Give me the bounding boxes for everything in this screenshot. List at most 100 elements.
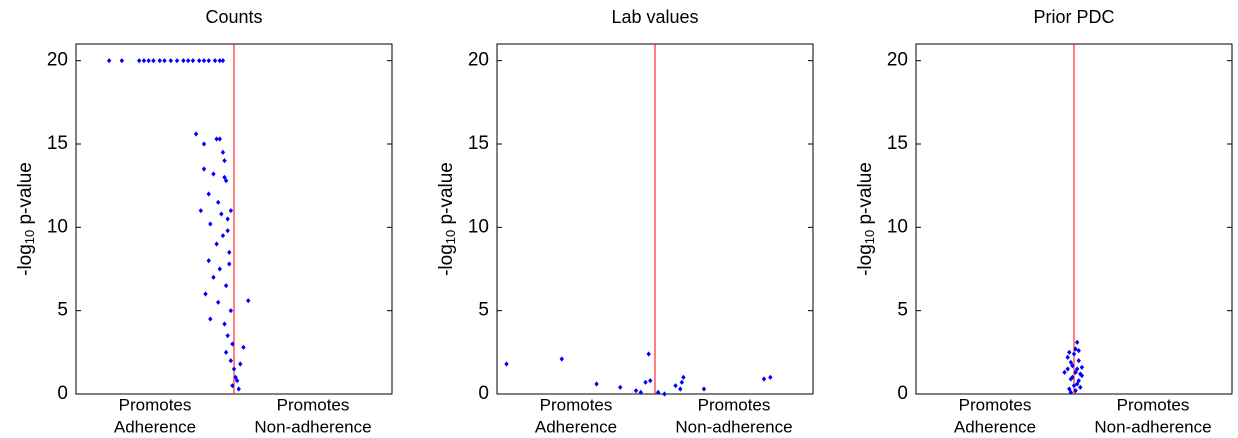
point bbox=[673, 383, 678, 389]
point bbox=[1070, 374, 1075, 380]
y-tick-label: 5 bbox=[57, 300, 68, 321]
point bbox=[1079, 373, 1085, 379]
point bbox=[228, 208, 234, 214]
point bbox=[504, 361, 509, 367]
point bbox=[643, 379, 648, 385]
point bbox=[1062, 369, 1067, 375]
y-label-part: p-value bbox=[855, 162, 876, 230]
point bbox=[768, 374, 773, 380]
x-axis-label: Promotes bbox=[540, 395, 613, 414]
point bbox=[168, 58, 173, 64]
point bbox=[222, 158, 227, 164]
point bbox=[193, 131, 199, 137]
point bbox=[206, 58, 211, 64]
y-tick-label: 15 bbox=[47, 133, 68, 154]
point bbox=[633, 388, 639, 394]
point bbox=[1076, 348, 1081, 354]
y-label-part: p-value bbox=[15, 162, 36, 230]
point bbox=[141, 58, 147, 64]
y-tick-label: 15 bbox=[468, 133, 489, 154]
point bbox=[228, 358, 234, 364]
chart-title: Prior PDC bbox=[1033, 7, 1114, 27]
chart-title: Lab values bbox=[611, 7, 698, 27]
y-tick-label: 15 bbox=[887, 133, 908, 154]
y-tick-label: 10 bbox=[47, 216, 68, 237]
point bbox=[227, 249, 232, 255]
point bbox=[241, 344, 246, 350]
point bbox=[662, 391, 667, 397]
point bbox=[648, 378, 653, 384]
x-axis-label: Promotes bbox=[119, 395, 192, 414]
point bbox=[174, 58, 180, 64]
point bbox=[1074, 381, 1080, 387]
point bbox=[638, 389, 643, 395]
x-axis-label: Adherence bbox=[954, 417, 1036, 436]
point bbox=[1065, 366, 1070, 372]
point bbox=[1068, 389, 1074, 395]
point bbox=[220, 58, 226, 64]
chart-title: Counts bbox=[205, 7, 262, 27]
point bbox=[761, 376, 767, 382]
point bbox=[1078, 384, 1083, 390]
point bbox=[225, 333, 230, 339]
x-axis-label: Promotes bbox=[1117, 395, 1190, 414]
point bbox=[119, 58, 125, 64]
x-axis-label: Promotes bbox=[698, 395, 771, 414]
point bbox=[198, 208, 204, 214]
point bbox=[106, 58, 112, 64]
point bbox=[211, 171, 216, 177]
point bbox=[220, 233, 226, 239]
point bbox=[181, 58, 186, 64]
point bbox=[220, 149, 226, 155]
point bbox=[681, 374, 686, 380]
x-axis-label: Non-adherence bbox=[675, 417, 792, 436]
point bbox=[201, 58, 207, 64]
point bbox=[228, 308, 234, 314]
y-tick-label: 0 bbox=[57, 383, 68, 404]
point bbox=[223, 283, 229, 289]
point bbox=[1074, 339, 1080, 345]
y-axis-label: -log10 p-value bbox=[436, 162, 458, 276]
point bbox=[1073, 346, 1078, 352]
point bbox=[559, 356, 564, 362]
point bbox=[618, 384, 623, 390]
point bbox=[211, 274, 216, 280]
point bbox=[223, 349, 229, 355]
x-axis-label: Adherence bbox=[535, 417, 617, 436]
y-tick-label: 0 bbox=[897, 383, 908, 404]
y-tick-label: 10 bbox=[468, 216, 489, 237]
point bbox=[203, 291, 208, 297]
y-label-sub: 10 bbox=[862, 230, 877, 244]
y-label-sub: 10 bbox=[22, 230, 37, 244]
point bbox=[1067, 349, 1072, 355]
x-axis-label: Promotes bbox=[959, 395, 1032, 414]
point bbox=[157, 58, 162, 64]
point bbox=[190, 58, 196, 64]
point bbox=[185, 58, 191, 64]
y-label-part: -log bbox=[855, 244, 876, 276]
y-tick-label: 5 bbox=[897, 300, 908, 321]
y-axis-label: -log10 p-value bbox=[855, 162, 877, 276]
point bbox=[1068, 376, 1074, 382]
point bbox=[1074, 366, 1080, 372]
point bbox=[236, 386, 241, 392]
point bbox=[246, 298, 251, 304]
point bbox=[1068, 359, 1074, 365]
y-label-part: -log bbox=[436, 244, 457, 276]
point bbox=[238, 361, 243, 367]
point bbox=[1073, 369, 1078, 375]
point bbox=[1079, 364, 1085, 370]
point bbox=[646, 351, 651, 357]
point bbox=[201, 166, 207, 172]
point bbox=[233, 374, 238, 380]
point bbox=[222, 174, 227, 180]
point bbox=[1078, 371, 1083, 377]
point bbox=[146, 58, 151, 64]
y-axis-label: -log10 p-value bbox=[15, 162, 37, 276]
point bbox=[208, 221, 213, 227]
x-axis-label: Non-adherence bbox=[1094, 417, 1211, 436]
